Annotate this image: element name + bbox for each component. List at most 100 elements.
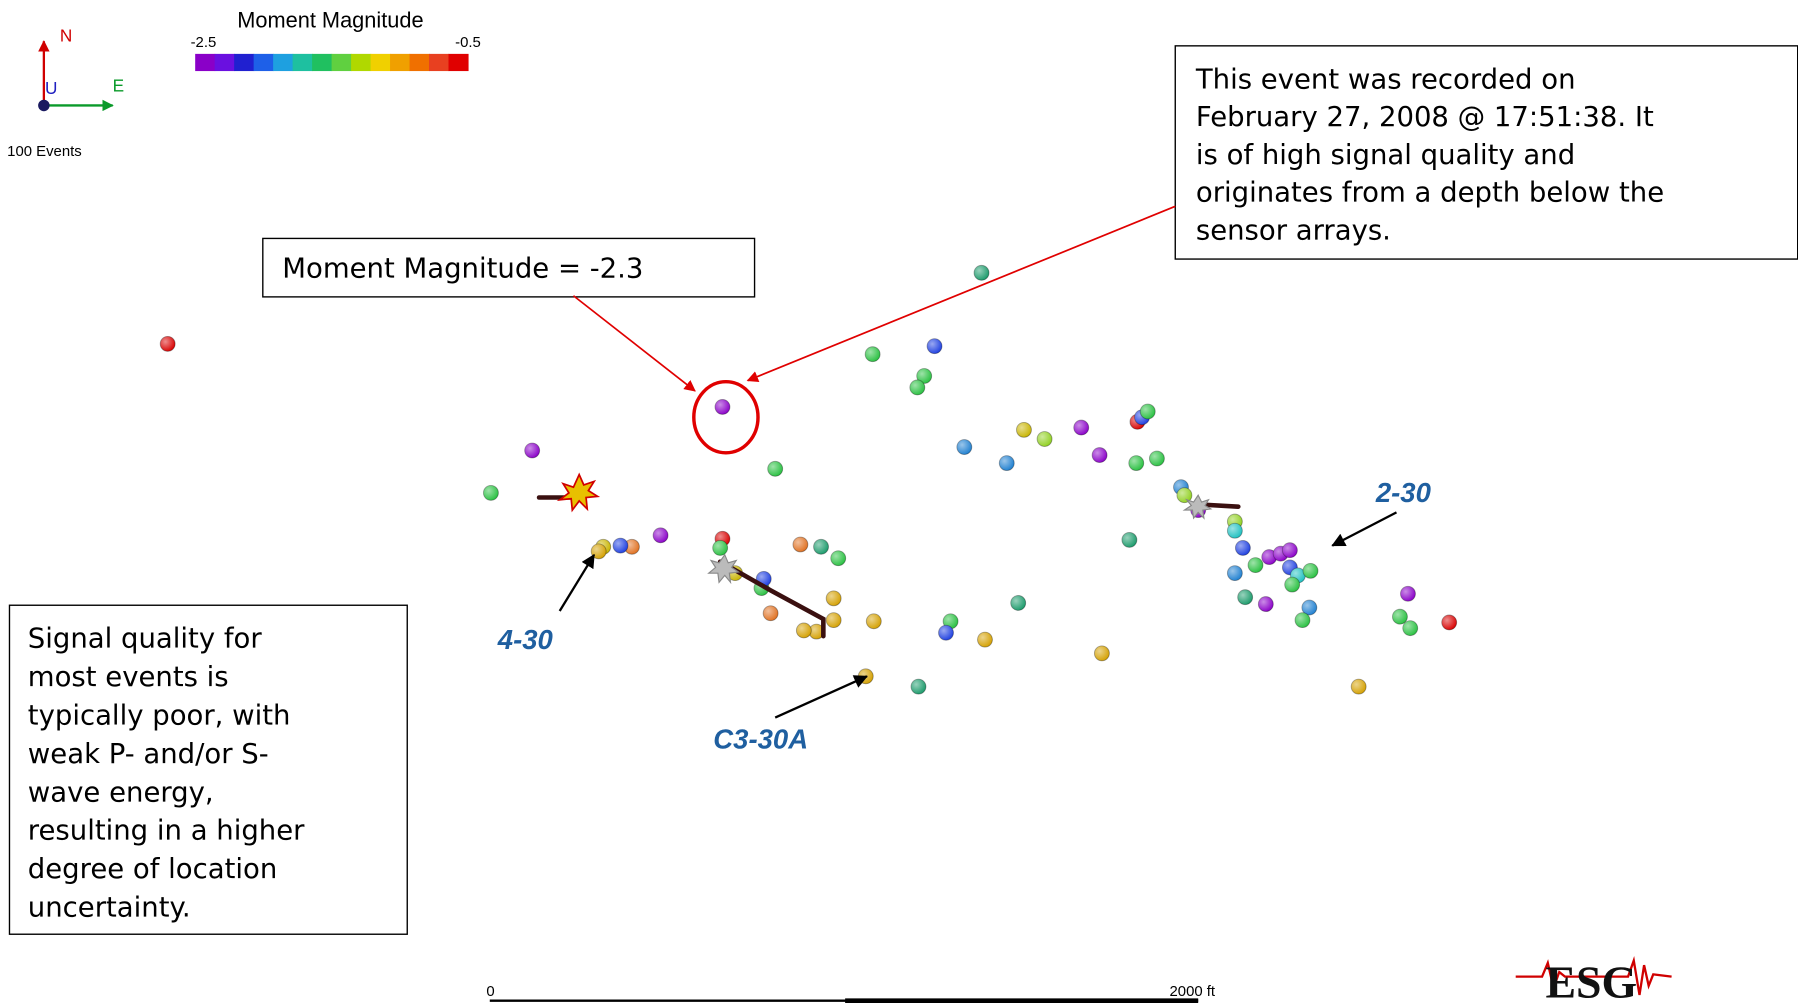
legend-swatch [448, 53, 469, 72]
event-count: 100 Events [7, 144, 82, 160]
event-shine [916, 368, 932, 384]
text-line: degree of location [28, 853, 277, 885]
legend-swatch [234, 53, 255, 72]
event-shine [763, 605, 779, 621]
logo: ESG [1515, 956, 1672, 1003]
signal-quality-text: Signal quality for most events is typicall… [28, 623, 305, 924]
red-arrows [572, 205, 1176, 455]
event-shine [830, 550, 846, 566]
well-label: 4-30 [497, 624, 554, 655]
legend-swatch [195, 53, 216, 72]
well-label: 2-30 [1375, 477, 1432, 508]
up-label: U [45, 78, 57, 98]
text-line: is of high signal quality and [1196, 139, 1575, 171]
event-shine [826, 612, 842, 628]
scale-end: 2000 ft [1170, 984, 1216, 1000]
event-shine [1128, 455, 1144, 471]
event-shine [1303, 563, 1318, 579]
magnitude-box [262, 237, 756, 298]
legend-max: -0.5 [455, 35, 481, 51]
event-shine [1248, 557, 1263, 573]
text-line: February 27, 2008 @ 17:51:38. It [1196, 101, 1654, 133]
legend-swatch [312, 53, 333, 72]
event-info-box [1174, 45, 1798, 260]
event-shine [624, 539, 640, 555]
event-shine [792, 537, 808, 552]
legend-swatch [253, 53, 274, 72]
event-shine [999, 455, 1015, 471]
compass: N E U 100 Events [7, 25, 124, 160]
text-line: wave energy, [28, 776, 214, 808]
text-line: uncertainty. [28, 891, 191, 923]
event-info-text: This event was recorded on February 27, 2… [1195, 63, 1664, 246]
event-shine [1149, 451, 1165, 466]
sensor-clusters [556, 472, 1213, 585]
event-shine [826, 590, 842, 606]
well-traces [536, 495, 1241, 639]
text-line: most events is [28, 661, 229, 693]
event-shine [613, 538, 628, 554]
legend-min: -2.5 [191, 35, 217, 51]
text-line: sensor arrays. [1196, 215, 1391, 247]
event-shine [715, 399, 730, 415]
legend-swatch [390, 53, 411, 72]
event-shine [911, 679, 926, 695]
event-shine [1140, 404, 1156, 419]
event-shine [956, 439, 972, 455]
event-points [159, 264, 1458, 695]
legend-title: Moment Magnitude [237, 8, 423, 33]
event-shine [977, 632, 993, 648]
event-shine [1284, 577, 1300, 593]
well-label: C3-30A [713, 724, 808, 755]
text-line: Signal quality for [28, 623, 263, 655]
event-shine [909, 379, 925, 395]
event-shine [653, 527, 669, 543]
well-arrows [558, 511, 1398, 719]
event-shine [712, 540, 728, 556]
event-shine [1441, 614, 1457, 630]
event-shine [1073, 420, 1089, 436]
event-shine [1392, 609, 1408, 625]
event-shine [1227, 523, 1243, 539]
event-shine [1092, 447, 1108, 463]
east-label: E [113, 76, 124, 96]
event-shine [1351, 679, 1367, 695]
legend-swatch [409, 53, 430, 72]
event-shine [1094, 645, 1110, 661]
text-line: weak P- and/or S- [28, 738, 269, 770]
event-shine [1301, 600, 1317, 615]
text-line: This event was recorded on [1195, 63, 1576, 95]
event-shine [767, 461, 783, 477]
signal-quality-box [8, 604, 408, 935]
event-shine [160, 336, 176, 352]
event-shine [1295, 612, 1310, 628]
event-shine [809, 624, 824, 640]
logo-text: ESG [1545, 956, 1637, 1003]
event-shine [1010, 595, 1026, 611]
event-shine [1402, 620, 1418, 636]
event-shine [1258, 596, 1274, 612]
event-shine [943, 613, 959, 629]
event-shine [1261, 549, 1277, 565]
legend-swatch [273, 53, 294, 72]
event-shine [1400, 586, 1416, 602]
scale-start: 0 [486, 984, 494, 1000]
event-shine [591, 543, 607, 559]
event-shine [938, 625, 954, 641]
event-shine [524, 443, 540, 458]
text-line: typically poor, with [28, 699, 291, 731]
event-shine [483, 485, 499, 501]
magnitude-text: Moment Magnitude = -2.3 [282, 252, 643, 284]
event-shine [1227, 565, 1243, 581]
event-shine [865, 346, 881, 362]
legend-swatch [214, 53, 235, 72]
event-shine [1016, 422, 1032, 438]
legend-swatch [429, 53, 450, 72]
text-line: resulting in a higher [28, 815, 305, 847]
legend-swatch [292, 53, 313, 72]
legend-swatch [370, 53, 391, 72]
event-shine [866, 613, 882, 629]
event-shine [1235, 540, 1251, 556]
